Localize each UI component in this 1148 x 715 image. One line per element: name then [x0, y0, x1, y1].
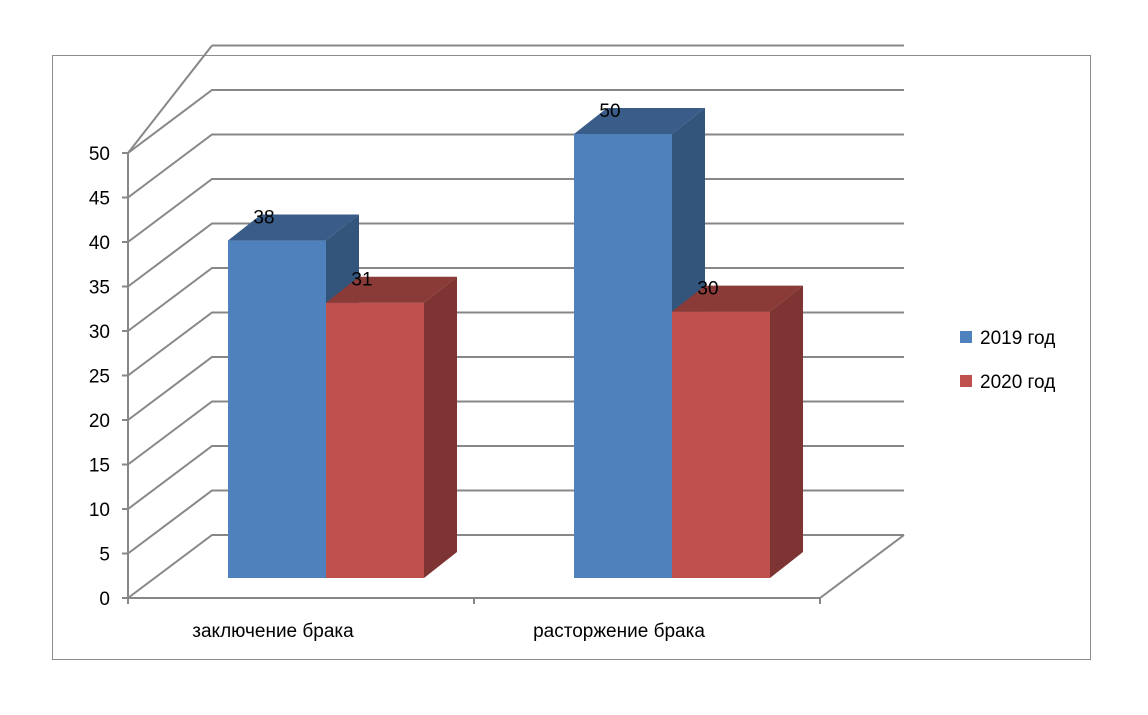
gridline: [127, 89, 904, 154]
y-tick-label: 30: [89, 322, 110, 343]
y-tick-label: 5: [99, 545, 110, 566]
legend-swatch: [960, 375, 972, 387]
bar-side: [424, 276, 457, 578]
y-tick-label: 20: [89, 411, 110, 432]
data-label: 50: [599, 101, 620, 122]
y-axis: 0 5 10 15 20 25 30 35 40 45 50: [89, 144, 129, 610]
y-tick-label: 35: [89, 278, 110, 299]
x-category-label: расторжение брака: [533, 621, 705, 642]
legend-label: 2020 год: [980, 372, 1055, 393]
legend-label: 2019 год: [980, 328, 1055, 349]
bar-top: [228, 214, 359, 241]
bar-front: [326, 302, 424, 578]
y-tick-label: 25: [89, 367, 110, 388]
bar: [672, 285, 803, 578]
chart-frame: [52, 55, 1091, 660]
y-tick-label: 45: [89, 189, 110, 210]
bar-front: [228, 240, 326, 578]
y-tick-label: 40: [89, 233, 110, 254]
data-labels: 38 31 50 30: [253, 101, 718, 300]
gridline: [127, 133, 904, 199]
bar-side: [770, 285, 803, 578]
data-label: 30: [697, 279, 718, 300]
y-tick-label: 10: [89, 500, 110, 521]
y-tick-label: 15: [89, 456, 110, 477]
bars: [228, 108, 803, 578]
bar-front: [574, 134, 672, 578]
bar: [574, 108, 705, 578]
data-label: 38: [253, 208, 274, 229]
bar-top: [672, 285, 803, 312]
data-label: 31: [351, 270, 372, 291]
legend: 2019 год 2020 год: [960, 328, 1055, 393]
x-axis: заключение брака расторжение брака: [127, 598, 821, 642]
x-category-label: заключение брака: [192, 621, 354, 642]
bar-top: [574, 108, 705, 134]
bar-top: [326, 276, 457, 303]
y-tick-label: 0: [99, 589, 110, 610]
bar-front: [672, 311, 770, 578]
legend-swatch: [960, 331, 972, 343]
bar: [326, 276, 457, 578]
gridline-top-side: [127, 44, 213, 154]
y-tick-label: 50: [89, 144, 110, 165]
